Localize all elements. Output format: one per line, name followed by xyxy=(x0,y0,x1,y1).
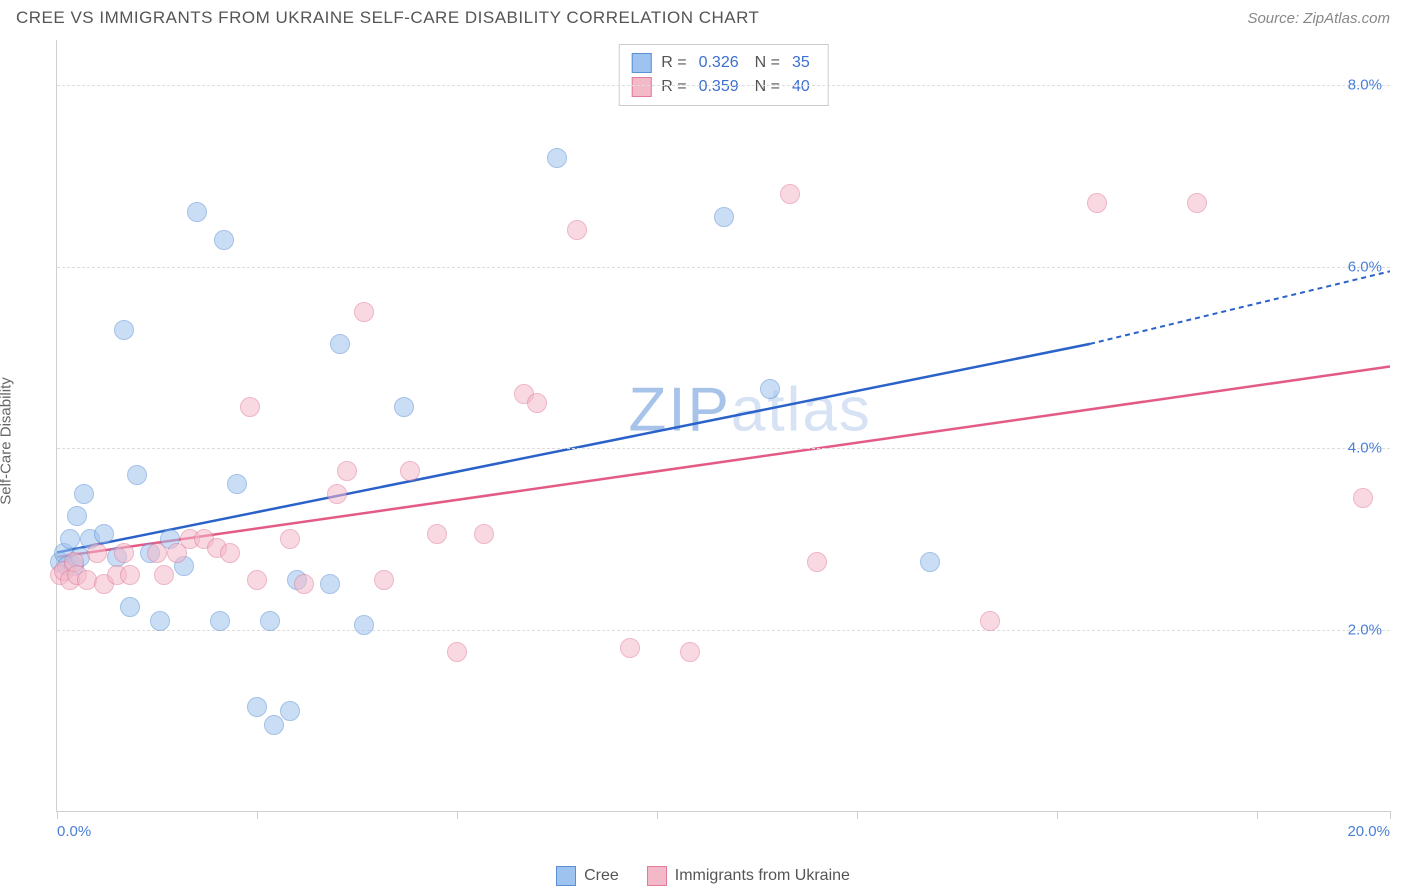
data-point xyxy=(114,543,134,563)
chart-title: CREE VS IMMIGRANTS FROM UKRAINE SELF-CAR… xyxy=(16,8,759,28)
data-point xyxy=(60,529,80,549)
x-tick xyxy=(1057,811,1058,819)
data-point xyxy=(620,638,640,658)
data-point xyxy=(280,529,300,549)
x-tick-label: 0.0% xyxy=(57,823,91,840)
data-point xyxy=(150,611,170,631)
data-point xyxy=(320,574,340,594)
data-point xyxy=(527,393,547,413)
legend-r-value: 0.359 xyxy=(699,78,739,96)
data-point xyxy=(120,597,140,617)
data-point xyxy=(447,642,467,662)
legend-r-label: R = xyxy=(661,54,686,72)
legend-swatch xyxy=(631,53,651,73)
data-point xyxy=(680,642,700,662)
data-point xyxy=(920,552,940,572)
legend-row: R = 0.359 N = 40 xyxy=(631,75,816,99)
legend-swatch xyxy=(631,77,651,97)
data-point xyxy=(394,397,414,417)
chart-source: Source: ZipAtlas.com xyxy=(1247,10,1390,27)
data-point xyxy=(374,570,394,590)
legend-item: Cree xyxy=(556,866,619,886)
gridline xyxy=(57,448,1390,449)
series-legend: Cree Immigrants from Ukraine xyxy=(0,866,1406,886)
x-tick xyxy=(57,811,58,819)
watermark: ZIPatlas xyxy=(628,375,871,446)
legend-r-label: R = xyxy=(661,78,686,96)
chart-header: CREE VS IMMIGRANTS FROM UKRAINE SELF-CAR… xyxy=(0,0,1406,32)
data-point xyxy=(147,543,167,563)
y-axis-label: Self-Care Disability xyxy=(0,377,15,505)
x-tick xyxy=(657,811,658,819)
y-tick-label: 8.0% xyxy=(1348,77,1382,94)
x-tick xyxy=(1390,811,1391,819)
data-point xyxy=(1187,193,1207,213)
plot-region: ZIPatlas R = 0.326 N = 35 R = 0.359 N = 40 2.0%… xyxy=(56,40,1390,812)
data-point xyxy=(330,334,350,354)
data-point xyxy=(214,230,234,250)
x-tick-label: 20.0% xyxy=(1347,823,1390,840)
data-point xyxy=(354,302,374,322)
legend-swatch xyxy=(556,866,576,886)
correlation-legend: R = 0.326 N = 35 R = 0.359 N = 40 xyxy=(618,44,829,106)
data-point xyxy=(354,615,374,635)
data-point xyxy=(74,484,94,504)
trend-lines xyxy=(57,40,1390,811)
gridline xyxy=(57,85,1390,86)
data-point xyxy=(247,570,267,590)
data-point xyxy=(327,484,347,504)
y-tick-label: 4.0% xyxy=(1348,440,1382,457)
x-tick xyxy=(257,811,258,819)
legend-label: Cree xyxy=(584,867,619,885)
legend-n-label: N = xyxy=(755,54,780,72)
data-point xyxy=(1087,193,1107,213)
data-point xyxy=(94,524,114,544)
data-point xyxy=(260,611,280,631)
data-point xyxy=(210,611,230,631)
data-point xyxy=(294,574,314,594)
data-point xyxy=(714,207,734,227)
data-point xyxy=(547,148,567,168)
y-tick-label: 2.0% xyxy=(1348,621,1382,638)
legend-label: Immigrants from Ukraine xyxy=(675,867,850,885)
data-point xyxy=(187,202,207,222)
data-point xyxy=(120,565,140,585)
data-point xyxy=(780,184,800,204)
data-point xyxy=(67,506,87,526)
data-point xyxy=(240,397,260,417)
x-tick xyxy=(457,811,458,819)
gridline xyxy=(57,630,1390,631)
data-point xyxy=(567,220,587,240)
legend-item: Immigrants from Ukraine xyxy=(647,866,850,886)
data-point xyxy=(474,524,494,544)
data-point xyxy=(280,701,300,721)
data-point xyxy=(127,465,147,485)
x-tick xyxy=(857,811,858,819)
data-point xyxy=(220,543,240,563)
data-point xyxy=(427,524,447,544)
data-point xyxy=(807,552,827,572)
data-point xyxy=(154,565,174,585)
legend-row: R = 0.326 N = 35 xyxy=(631,51,816,75)
data-point xyxy=(980,611,1000,631)
legend-r-value: 0.326 xyxy=(699,54,739,72)
data-point xyxy=(247,697,267,717)
y-tick-label: 6.0% xyxy=(1348,258,1382,275)
data-point xyxy=(337,461,357,481)
legend-swatch xyxy=(647,866,667,886)
legend-n-value: 40 xyxy=(792,78,810,96)
chart-area: Self-Care Disability ZIPatlas R =0.326N … xyxy=(16,40,1390,842)
data-point xyxy=(87,543,107,563)
data-point xyxy=(1353,488,1373,508)
data-point xyxy=(264,715,284,735)
x-tick xyxy=(1257,811,1258,819)
gridline xyxy=(57,267,1390,268)
data-point xyxy=(400,461,420,481)
data-point xyxy=(227,474,247,494)
legend-n-value: 35 xyxy=(792,54,810,72)
legend-n-label: N = xyxy=(755,78,780,96)
data-point xyxy=(114,320,134,340)
data-point xyxy=(760,379,780,399)
